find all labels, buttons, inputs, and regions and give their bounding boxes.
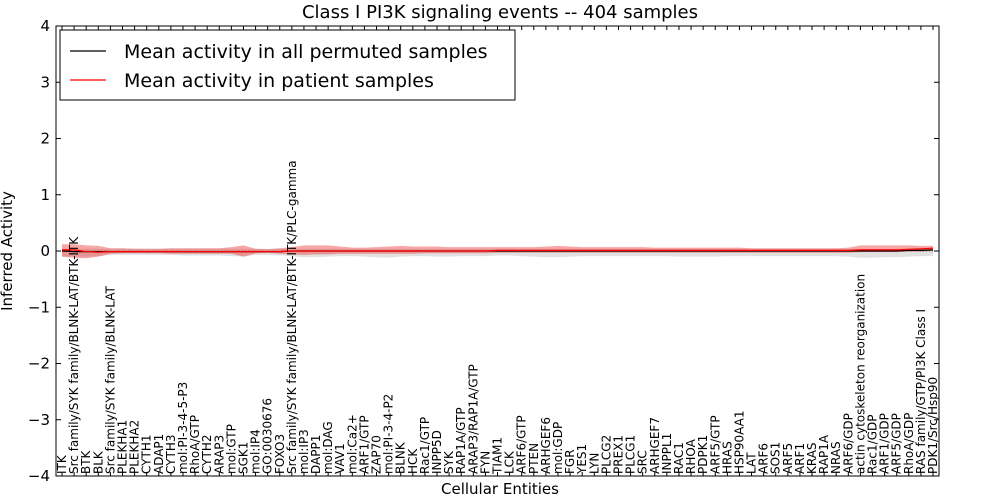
x-tick-label: SGK1 [236, 442, 250, 474]
x-tick-label: FGR [563, 449, 577, 474]
x-tick-label: ARF6/GDP [841, 413, 855, 474]
x-tick-label: ARF1 [793, 443, 807, 474]
x-tick-label: CYTH3 [164, 435, 178, 475]
x-tick-label: Src family/SYK family/BLNK-LAT [103, 285, 117, 474]
x-tick-label: INPPL1 [660, 433, 674, 474]
x-tick-label: CYTH1 [140, 435, 154, 475]
x-tick-label: PLCG1 [624, 435, 638, 474]
x-axis-label: Cellular Entities [441, 480, 559, 498]
y-tick-label: 1 [40, 186, 50, 204]
x-tick-label: Src family/SYK family/BLNK-LAT/BTK-ITK [67, 236, 81, 474]
x-tick-label: RAS family/GTP/PI3K Class I [914, 309, 928, 474]
x-tick-label: BTK [79, 449, 93, 474]
x-tick-label: FYN [478, 451, 492, 474]
x-tick-label: PLEKHA1 [115, 420, 129, 474]
y-tick-label: −2 [28, 355, 50, 373]
x-tick-label: PTEN [527, 443, 541, 474]
patient-mean-line [62, 247, 934, 253]
x-tick-label: GO:0030676 [261, 398, 275, 474]
x-tick-label: ARF5/GTP [708, 415, 722, 474]
x-tick-label: LAT [745, 452, 759, 474]
series-lines [61, 247, 934, 253]
x-tick-label: ARAP3 [212, 435, 226, 474]
x-tick-label: mol:IP4 [249, 429, 263, 474]
x-tick-label: SOS1 [769, 442, 783, 474]
x-tick-label: YES1 [575, 444, 589, 475]
x-tick-label: TIAM1 [491, 437, 505, 475]
x-tick-label: ITK [55, 454, 69, 474]
x-tick-label: ARF6 [757, 443, 771, 474]
x-tick-label: ADAP1 [152, 434, 166, 474]
y-axis-label: Inferred Activity [0, 191, 16, 311]
x-tick-label: ARAP3/RAP1A/GTP [466, 364, 480, 474]
x-tick-label: PDPK1 [696, 435, 710, 474]
x-tick-label: Src family/SYK family/BLNK-LAT/BTK-ITK/P… [285, 160, 299, 474]
x-tick-label: RhoA/GDP [902, 413, 916, 474]
x-tick-label: mol:GTP [224, 424, 238, 474]
x-tick-label: Rac1/GDP [866, 415, 880, 474]
x-tick-label: ARHGEF6 [539, 417, 553, 474]
x-tick-label: PLCG2 [599, 435, 613, 474]
y-tick-label: −3 [28, 411, 50, 429]
x-tick-label: CYTH2 [200, 435, 214, 475]
legend: Mean activity in all permuted samples Me… [59, 29, 516, 101]
x-tick-label: VAV1 [333, 443, 347, 474]
legend-label-patient: Mean activity in patient samples [124, 70, 434, 92]
x-tick-label: LYN [587, 453, 601, 474]
x-tick-label: INPP5D [430, 430, 444, 474]
x-tick-label: mol:GDP [551, 422, 565, 474]
x-tick-label: PDK1/Src/Hsp90 [926, 377, 940, 474]
x-tick-label: BLNK [394, 441, 408, 474]
x-tick-label: NRAS [829, 441, 843, 474]
y-tick-label: 4 [40, 17, 50, 35]
x-tick-label: LCK [503, 450, 517, 474]
x-tick-label: ARF6/GTP [515, 415, 529, 474]
legend-frame [59, 29, 516, 101]
x-tick-label: RAP1A/GTP [454, 407, 468, 474]
x-tick-label: PLEKHA2 [128, 420, 142, 474]
y-tick-label: −1 [28, 298, 50, 316]
x-tick-label: mol:Ca2+ [345, 414, 359, 474]
x-tick-label: SRC [636, 450, 650, 474]
x-tick-label: Rac1/GTP [418, 417, 432, 474]
x-tick-label: ARHGEF7 [648, 417, 662, 474]
x-tick-label: ARF5/GDP [890, 413, 904, 474]
x-tick-label: mol:DAG [321, 421, 335, 474]
x-tick-label: PREX1 [611, 435, 625, 474]
x-tick-label: RAC1 [672, 442, 686, 474]
y-tick-label: 0 [40, 242, 50, 260]
x-tick-label: ZAP70 [370, 435, 384, 474]
x-tick-label: BLK [91, 450, 105, 474]
y-tick-label: 2 [40, 130, 50, 148]
x-tick-label: ARF1/GDP [878, 413, 892, 474]
x-tick-label: KRAS [805, 442, 819, 474]
x-tick-label: mol:PI-3-4-P2 [382, 394, 396, 474]
chart-title: Class I PI3K signaling events -- 404 sam… [302, 2, 698, 23]
y-tick-label: −4 [28, 467, 50, 485]
x-tick-label: DAPP1 [309, 435, 323, 474]
x-tick-label: mol:PI-3-4-5-P3 [176, 382, 190, 474]
x-tick-label: mol:IP3 [297, 429, 311, 474]
x-tick-label: RHOA [684, 438, 698, 474]
x-tick-label: actin cytoskeleton reorganization [853, 274, 867, 474]
legend-label-permuted: Mean activity in all permuted samples [124, 41, 487, 63]
y-tick-label: 3 [40, 73, 50, 91]
x-tick-label: RhoA/GTP [188, 415, 202, 474]
x-tick-label: ARF5 [781, 443, 795, 474]
x-tick-label: HCK [406, 448, 420, 474]
y-axis: −4 −3 −2 −1 0 1 2 3 4 [28, 17, 939, 485]
x-tick-label: ARF1/GTP [357, 415, 371, 474]
x-tick-label: RAP1A [817, 434, 831, 474]
x-tick-label: FOXO3 [273, 434, 287, 474]
x-tick-label: HSP90AA1 [732, 410, 746, 474]
x-tick-label: SYK [442, 450, 456, 474]
x-tick-label: HRAS [720, 441, 734, 474]
